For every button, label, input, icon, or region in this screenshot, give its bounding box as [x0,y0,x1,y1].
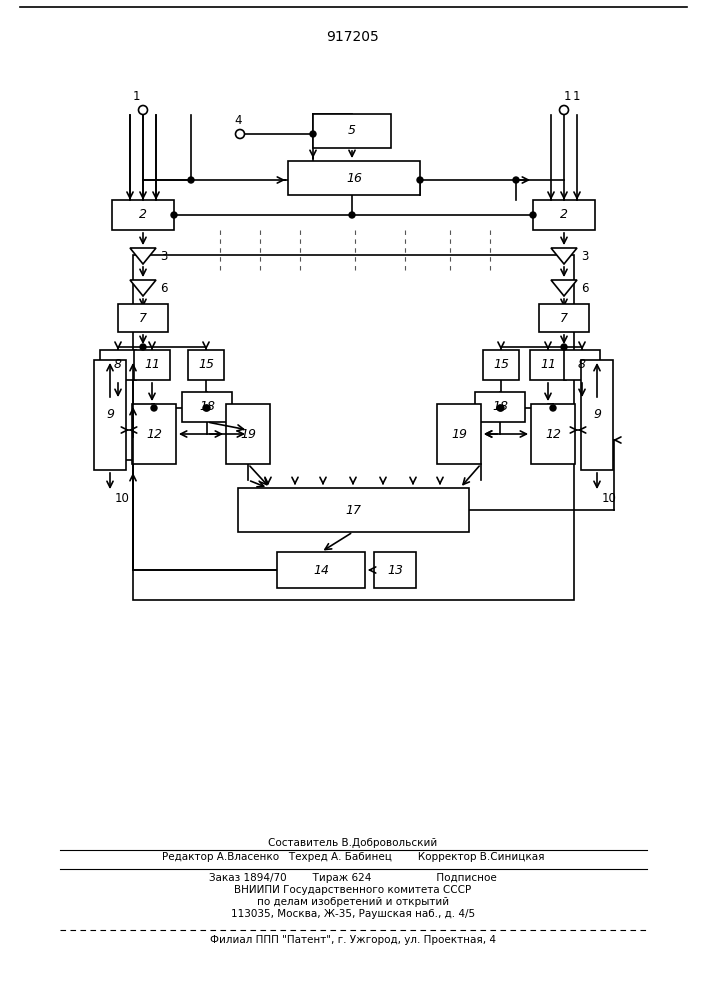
Bar [475,392,525,422]
Bar [132,404,176,464]
Text: 11: 11 [144,359,160,371]
Bar [374,552,416,588]
Text: Заказ 1894/70        Тираж 624                    Подписное: Заказ 1894/70 Тираж 624 Подписное [209,873,497,883]
Bar [313,114,391,148]
Bar [94,360,126,470]
Polygon shape [551,248,577,264]
Text: 2: 2 [560,209,568,222]
Text: 4: 4 [234,114,242,127]
Bar [539,304,589,332]
Polygon shape [551,280,577,296]
Text: 9: 9 [106,408,114,422]
Bar [112,200,174,230]
Bar [182,392,232,422]
Bar [134,350,170,380]
Text: 3: 3 [160,249,168,262]
Text: 17: 17 [346,504,361,516]
Text: 11: 11 [540,359,556,371]
Text: 9: 9 [593,408,601,422]
Circle shape [188,177,194,183]
Text: 12: 12 [545,428,561,440]
Text: 8: 8 [114,359,122,371]
Text: Филиал ППП "Патент", г. Ужгород, ул. Проектная, 4: Филиал ППП "Патент", г. Ужгород, ул. Про… [210,935,496,945]
Bar [564,350,600,380]
Text: 10: 10 [115,491,130,504]
Text: 1: 1 [563,90,571,103]
Text: 2: 2 [139,209,147,222]
Circle shape [151,405,157,411]
Polygon shape [130,248,156,264]
Text: 16: 16 [346,172,362,184]
Circle shape [417,177,423,183]
Text: 13: 13 [387,564,403,576]
Circle shape [140,344,146,350]
Bar [437,404,481,464]
Text: 14: 14 [313,564,329,576]
Bar [277,552,365,588]
Text: 113035, Москва, Ж-35, Раушская наб., д. 4/5: 113035, Москва, Ж-35, Раушская наб., д. … [231,909,475,919]
Circle shape [203,405,209,411]
Bar [188,350,224,380]
Bar [133,255,574,600]
Bar [531,404,575,464]
Text: ВНИИПИ Государственного комитета СССР: ВНИИПИ Государственного комитета СССР [235,885,472,895]
Text: 12: 12 [146,428,162,440]
Text: 7: 7 [560,312,568,324]
Text: 19: 19 [240,428,256,440]
Text: 18: 18 [199,400,215,414]
Text: 15: 15 [493,359,509,371]
Bar [533,200,595,230]
Text: 6: 6 [160,282,168,294]
Text: 5: 5 [348,124,356,137]
Bar [238,488,469,532]
Text: 1: 1 [573,90,580,103]
Circle shape [530,212,536,218]
Circle shape [498,405,504,411]
Bar [118,304,168,332]
Text: 8: 8 [578,359,586,371]
Circle shape [204,405,210,411]
Text: 7: 7 [139,312,147,324]
Text: Редактор А.Власенко   Техред А. Бабинец        Корректор В.Синицкая: Редактор А.Власенко Техред А. Бабинец Ко… [162,852,544,862]
Text: 1: 1 [132,90,140,103]
Bar [288,161,420,195]
Bar [483,350,519,380]
Circle shape [349,212,355,218]
Text: 6: 6 [581,282,588,294]
Bar [581,360,613,470]
Polygon shape [130,280,156,296]
Text: 3: 3 [581,249,588,262]
Bar [226,404,270,464]
Bar [100,350,136,380]
Text: 15: 15 [198,359,214,371]
Circle shape [513,177,519,183]
Circle shape [310,131,316,137]
Text: 19: 19 [451,428,467,440]
Text: по делам изобретений и открытий: по делам изобретений и открытий [257,897,449,907]
Text: 18: 18 [492,400,508,414]
Circle shape [497,405,503,411]
Bar [530,350,566,380]
Text: Составитель В.Добровольский: Составитель В.Добровольский [269,838,438,848]
Circle shape [561,344,567,350]
Circle shape [550,405,556,411]
Text: 10: 10 [602,491,617,504]
Circle shape [171,212,177,218]
Text: 917205: 917205 [327,30,380,44]
